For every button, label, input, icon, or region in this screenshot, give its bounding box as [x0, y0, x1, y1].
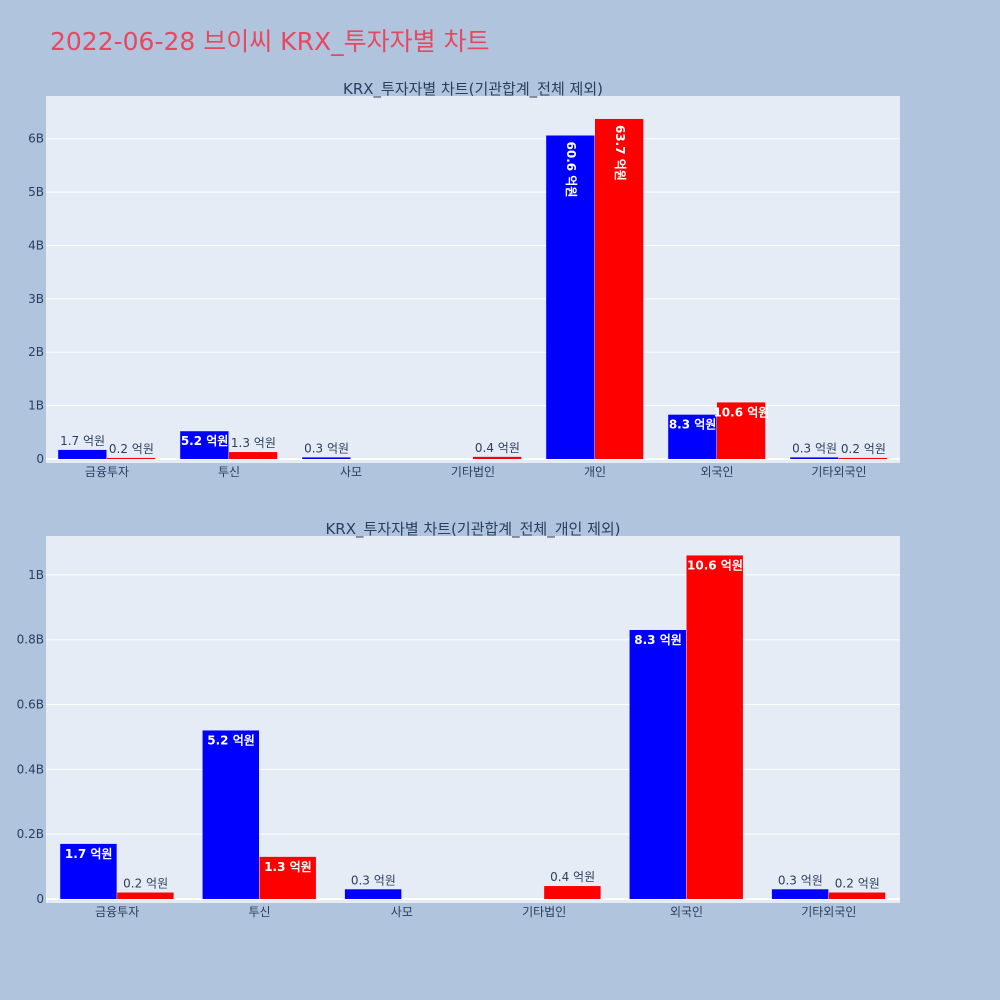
y-tick-label: 4B	[28, 238, 44, 252]
data-label: 1.3 억원	[264, 860, 312, 874]
x-tick-label: 기타외국인	[801, 905, 856, 919]
bar	[117, 892, 174, 899]
data-label: 0.4 억원	[550, 870, 595, 884]
bar	[259, 856, 316, 899]
data-label: 0.2 억원	[123, 877, 168, 891]
bar	[473, 456, 522, 459]
data-label: 0.3 억원	[792, 441, 837, 455]
bar	[202, 730, 259, 899]
data-label: 1.3 억원	[231, 436, 276, 450]
data-label: 10.6 억원	[687, 558, 743, 572]
y-tick-label: 0	[36, 452, 44, 466]
y-tick-label: 3B	[28, 292, 44, 306]
bar	[839, 457, 888, 459]
data-label: 0.3 억원	[351, 873, 396, 887]
bar	[229, 452, 278, 459]
bar	[546, 135, 595, 460]
x-tick-label: 사모	[340, 465, 362, 479]
data-label: 0.3 억원	[778, 873, 823, 887]
y-tick-label: 1B	[28, 399, 44, 413]
bar	[686, 555, 743, 899]
bar	[107, 457, 156, 459]
data-label: 0.2 억원	[841, 442, 886, 456]
x-tick-label: 외국인	[700, 465, 733, 479]
data-label: 0.2 억원	[109, 442, 154, 456]
bar	[668, 414, 717, 459]
bar	[58, 449, 107, 459]
chart-1: KRX_투자자별 차트(기관합계_전체 제외) 0 1B 2B 3B 4B 5B 6B 금융투자…	[28, 80, 900, 479]
x-tick-label: 금융투자	[85, 465, 129, 479]
x-tick-label: 외국인	[670, 905, 703, 919]
x-tick-label: 투신	[218, 465, 240, 479]
y-tick-label: 0	[36, 892, 44, 906]
y-tick-label: 0.4B	[17, 762, 44, 776]
y-tick-label: 1B	[28, 568, 44, 582]
bar	[717, 402, 766, 459]
page-title: 2022-06-28 브이씨 KRX_투자자별 차트	[50, 27, 490, 56]
data-label: 0.3 억원	[304, 441, 349, 455]
data-label: 1.7 억원	[65, 847, 113, 861]
x-tick-label: 기타법인	[522, 905, 566, 919]
bar	[790, 457, 839, 459]
y-tick-label: 0.8B	[17, 633, 44, 647]
bar	[344, 889, 402, 899]
plot-area	[46, 536, 900, 903]
data-label: 1.7 억원	[60, 434, 105, 448]
data-label: 0.4 억원	[475, 441, 520, 455]
y-tick-label: 2B	[28, 345, 44, 359]
chart-2: KRX_투자자별 차트(기관합계_전체_개인 제외) 0 0.2B 0.4B 0.6B 0…	[17, 520, 900, 919]
x-tick-label: 사모	[391, 905, 413, 919]
y-tick-label: 0.2B	[17, 827, 44, 841]
data-label: 10.6 억원	[713, 405, 769, 419]
bar	[302, 457, 351, 459]
data-label: 5.2 억원	[207, 733, 255, 747]
data-label: 5.2 억원	[181, 434, 229, 448]
data-label: 0.2 억원	[835, 877, 880, 891]
bar	[828, 892, 886, 899]
bar	[629, 629, 686, 899]
data-label: 63.7 억원	[613, 125, 627, 181]
data-label: 8.3 억원	[669, 418, 717, 432]
x-tick-label: 투신	[248, 905, 270, 919]
plot-area	[46, 96, 900, 463]
bar	[771, 889, 829, 899]
x-tick-label: 금융투자	[95, 905, 139, 919]
y-tick-label: 5B	[28, 185, 44, 199]
y-tick-label: 0.6B	[17, 698, 44, 712]
x-tick-label: 기타법인	[451, 465, 495, 479]
bar	[544, 886, 601, 899]
data-label: 8.3 억원	[634, 633, 682, 647]
chart-title: KRX_투자자별 차트(기관합계_전체_개인 제외)	[325, 520, 620, 539]
bar	[595, 118, 644, 460]
bar	[60, 843, 117, 899]
x-tick-label: 기타외국인	[811, 465, 866, 479]
data-label: 60.6 억원	[564, 142, 578, 198]
y-tick-label: 6B	[28, 132, 44, 146]
chart-title: KRX_투자자별 차트(기관합계_전체 제외)	[343, 80, 603, 99]
x-tick-label: 개인	[584, 465, 606, 479]
bar	[180, 431, 229, 459]
